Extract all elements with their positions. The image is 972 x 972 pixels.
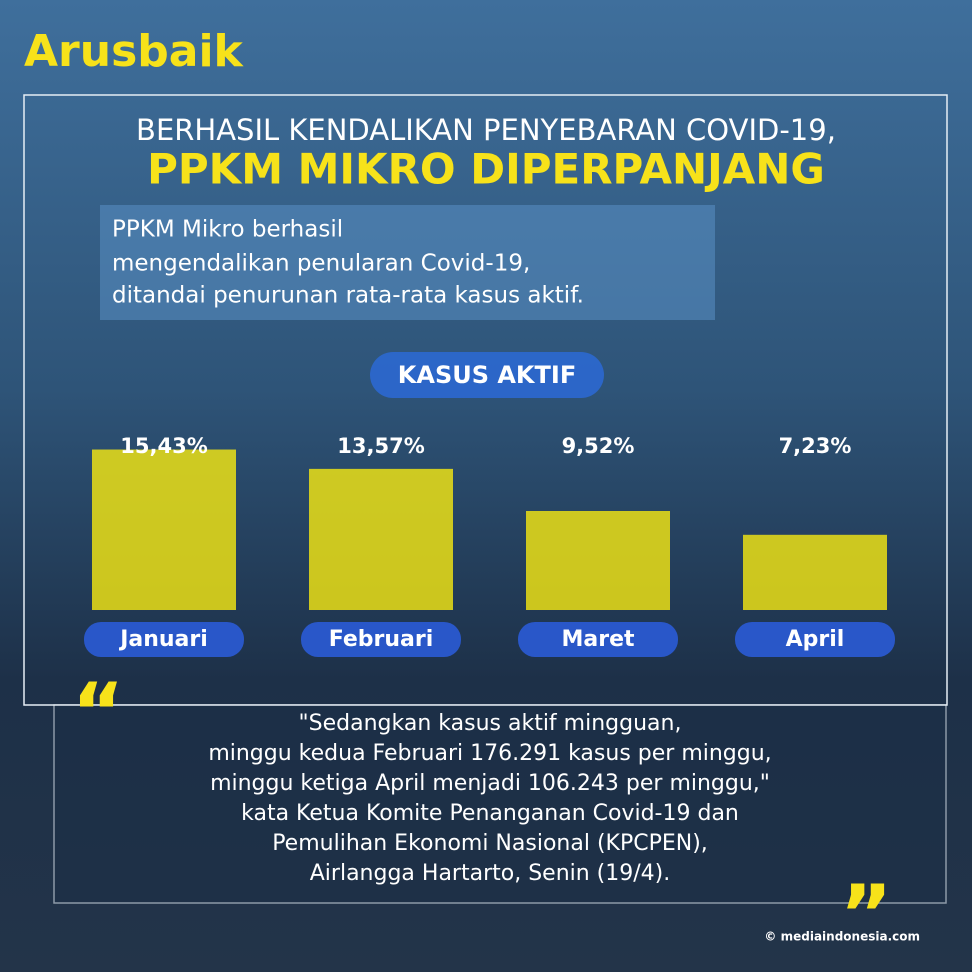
intro-line: ditandai penurunan rata-rata kasus aktif…: [112, 283, 584, 309]
value-label: 9,52%: [562, 434, 635, 458]
bar: [743, 534, 887, 610]
bar-chart: 15,43% Januari 13,57% Februari 9,52% Maret 7,2…: [84, 434, 895, 657]
quote-mark-close: ”: [840, 868, 893, 961]
bar: [309, 468, 453, 610]
category-label: Januari: [118, 627, 208, 652]
title-line2: PPKM MIKRO DIPERPANJANG: [147, 145, 825, 194]
brand-logo: Arusbaik: [24, 26, 245, 77]
quote-mark-open: “: [72, 666, 125, 759]
quote-line: minggu ketiga April menjadi 106.243 per …: [210, 771, 770, 796]
category-label: April: [786, 627, 845, 652]
quote-line: Pemulihan Ekonomi Nasional (KPCPEN),: [272, 831, 708, 856]
value-label: 7,23%: [779, 434, 852, 458]
category-pill: [735, 622, 895, 657]
chart-title: KASUS AKTIF: [398, 361, 576, 389]
quote-line: minggu kedua Februari 176.291 kasus per …: [208, 741, 771, 766]
intro-line: mengendalikan penularan Covid-19,: [112, 251, 530, 277]
intro-line: PPKM Mikro berhasil: [112, 217, 343, 243]
intro-box: [100, 205, 715, 320]
category-pill: [301, 622, 461, 657]
quote-line: "Sedangkan kasus aktif mingguan,: [299, 711, 682, 736]
category-label: Februari: [329, 627, 434, 652]
quote-line: kata Ketua Komite Penanganan Covid-19 da…: [241, 801, 739, 826]
category-label: Maret: [561, 627, 635, 652]
chart-title-pill: [370, 352, 604, 398]
bar: [92, 449, 236, 610]
bar: [526, 510, 670, 610]
title-line1: BERHASIL KENDALIKAN PENYEBARAN COVID-19,: [136, 113, 836, 147]
category-pill: [84, 622, 244, 657]
quote-box: [53, 704, 947, 904]
category-pill: [518, 622, 678, 657]
value-label: 15,43%: [120, 434, 207, 458]
credit: © mediaindonesia.com: [764, 930, 920, 944]
quote-line: Airlangga Hartarto, Senin (19/4).: [310, 861, 671, 886]
value-label: 13,57%: [337, 434, 424, 458]
quote-text: "Sedangkan kasus aktif mingguan, minggu k…: [208, 711, 771, 886]
